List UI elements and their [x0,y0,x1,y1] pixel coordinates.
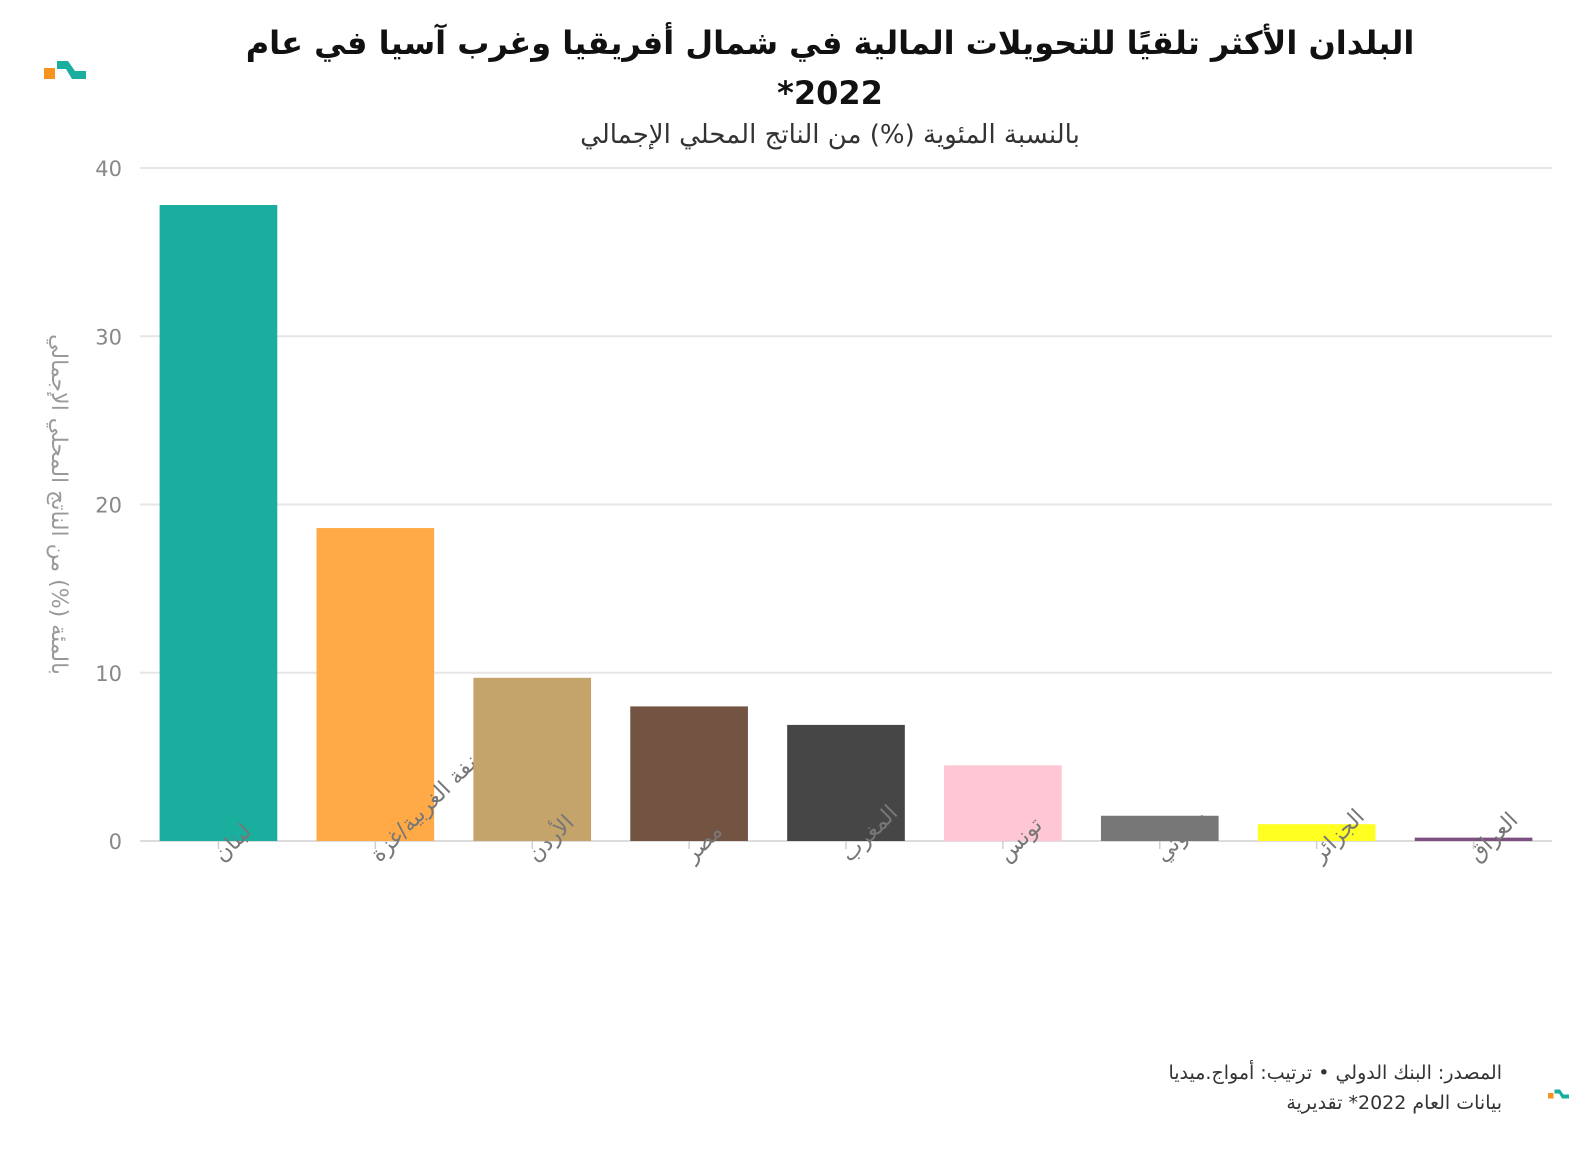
bar [316,528,435,841]
bar [787,724,905,841]
bar [1100,815,1219,841]
bar [1414,837,1533,841]
y-tick-label: 10 [95,662,122,686]
y-tick-label: 0 [109,830,122,854]
bar [944,765,1062,841]
y-tick-label: 20 [95,494,122,518]
bar [1257,824,1376,841]
y-axis-label: بالمئة (%) من الناتج المحلي الإجمالي [46,334,71,675]
brand-logo-icon-small [1548,1089,1569,1099]
bar [473,677,592,841]
x-tick-label: العراق [1464,808,1523,867]
bar [630,706,748,841]
bar-chart: 0 10 20 30 40 بالمئة (%) من الناتج المحلي الإ… [46,157,1552,868]
y-tick-label: 40 [95,157,122,181]
y-tick-label: 30 [95,325,122,349]
source-note: المصدر: البنك الدولي • ترتيب: أمواج.ميدي… [1168,1062,1502,1084]
bar [159,205,278,841]
chart-header: البلدان الأكثر تلقيًا للتحويلات المالية … [200,18,1460,152]
chart-title: البلدان الأكثر تلقيًا للتحويلات المالية … [245,24,1415,112]
chart-subtitle: بالنسبة المئوية (%) من الناتج المحلي الإ… [580,120,1080,150]
brand-logo-icon [44,61,86,79]
chart-footer: المصدر: البنك الدولي • ترتيب: أمواج.ميدي… [982,1058,1502,1118]
estimate-note: بيانات العام 2022* تقديرية [1286,1092,1502,1114]
